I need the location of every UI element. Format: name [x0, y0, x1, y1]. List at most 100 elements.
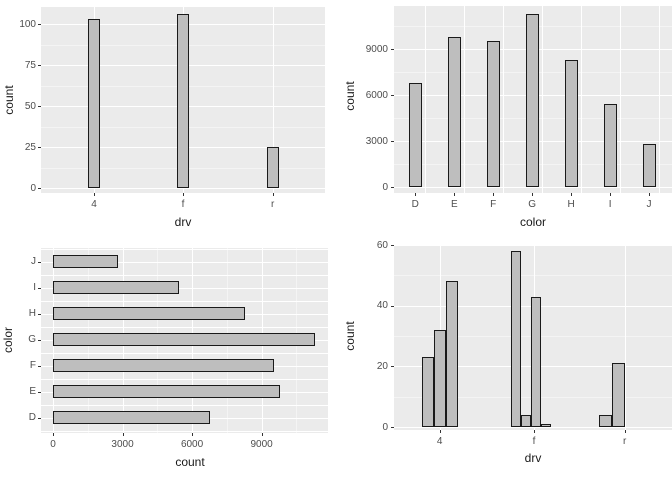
category-gridline: [272, 7, 274, 193]
category-gridline: [41, 261, 328, 263]
category-gridline: [658, 6, 660, 193]
category-gridline: [41, 430, 328, 432]
category-gridline: [425, 6, 426, 193]
bar: [599, 414, 612, 427]
y-tick-label: 100: [19, 18, 36, 30]
x-tick-label: D: [411, 199, 419, 210]
plot-panel: [394, 245, 672, 430]
x-tick-label: f: [532, 436, 536, 447]
x-tick: [272, 193, 274, 196]
x-tick: [493, 193, 495, 196]
x-tick-label: 9000: [250, 439, 273, 450]
x-tick: [532, 193, 534, 196]
y-tick: [37, 365, 41, 367]
y-tick: [37, 417, 41, 419]
y-tick-label: 20: [376, 360, 388, 372]
y-tick: [390, 95, 394, 96]
bar: [53, 307, 246, 321]
y-tick-label: 25: [24, 141, 36, 153]
y-tick: [37, 287, 41, 289]
y-tick-label: H: [28, 308, 36, 320]
bar: [446, 281, 458, 427]
x-tick-label: r: [271, 199, 275, 210]
x-tick-label: I: [608, 199, 612, 210]
plot-panel: [41, 248, 328, 433]
x-tick-label: 4: [91, 199, 97, 210]
y-tick: [37, 188, 41, 189]
y-tick: [37, 391, 41, 393]
y-tick-label: F: [29, 360, 36, 372]
bar: [53, 359, 275, 373]
y-tick-label: 0: [382, 421, 388, 433]
x-tick: [649, 193, 650, 196]
category-gridline: [580, 6, 582, 193]
y-tick: [37, 147, 41, 148]
category-gridline: [41, 326, 328, 328]
x-axis-title: drv: [524, 451, 542, 465]
bar: [266, 147, 279, 188]
bar: [53, 385, 281, 399]
category-gridline: [41, 404, 328, 406]
y-tick: [390, 305, 394, 307]
y-tick-label: 0: [30, 182, 36, 194]
category-gridline: [541, 6, 543, 193]
bar: [531, 296, 541, 427]
bar: [525, 13, 539, 187]
bar: [642, 143, 656, 187]
y-tick-label: J: [31, 256, 36, 268]
major-gridline: [394, 245, 672, 246]
y-tick: [390, 187, 394, 188]
bar: [511, 251, 521, 427]
bar: [564, 59, 578, 187]
bar: [447, 36, 461, 187]
bar: [521, 414, 531, 427]
x-tick: [94, 193, 95, 196]
x-tick-label: r: [623, 436, 627, 447]
major-gridline: [394, 187, 672, 188]
y-tick-label: 60: [376, 239, 388, 251]
category-gridline: [464, 6, 465, 193]
x-tick: [571, 193, 573, 196]
x-tick: [610, 193, 612, 196]
y-tick-label: E: [29, 386, 36, 398]
x-tick-label: 0: [50, 439, 56, 450]
category-gridline: [41, 378, 328, 380]
y-tick: [390, 427, 394, 428]
y-tick-label: 50: [24, 100, 36, 112]
category-gridline: [624, 245, 626, 430]
x-tick-label: E: [450, 199, 458, 210]
bar: [408, 83, 422, 187]
x-tick: [122, 433, 124, 436]
x-tick: [261, 433, 263, 436]
category-gridline: [502, 6, 504, 193]
plot-panel: [394, 6, 672, 193]
bar: [177, 14, 189, 188]
x-tick-label: G: [528, 199, 537, 210]
chart-bar-count-by-drv: count drv 0 25 50 75 100 4 f r: [0, 0, 336, 240]
bar: [612, 363, 625, 427]
x-tick-label: F: [490, 199, 497, 210]
x-tick-label: 4: [436, 436, 443, 447]
y-tick-label: G: [28, 334, 36, 346]
x-tick-label: 6000: [180, 439, 204, 450]
y-tick: [390, 49, 394, 50]
category-gridline: [41, 274, 328, 276]
y-tick-label: 3000: [365, 135, 388, 147]
x-axis-title: color: [519, 215, 546, 229]
x-tick-label: H: [567, 199, 575, 210]
y-tick-label: 6000: [365, 89, 388, 101]
bar: [88, 19, 100, 188]
x-tick: [53, 433, 54, 436]
category-gridline: [41, 287, 328, 289]
x-axis-title: drv: [174, 215, 192, 229]
major-gridline: [394, 427, 672, 428]
x-tick-label: J: [646, 199, 652, 210]
bar: [53, 411, 211, 425]
y-tick: [390, 366, 394, 368]
category-gridline: [41, 248, 328, 250]
y-tick: [37, 24, 41, 25]
y-tick: [37, 106, 41, 107]
x-axis-title: count: [175, 455, 205, 469]
minor-gridline: [394, 275, 672, 277]
y-tick-label: 9000: [365, 43, 388, 55]
